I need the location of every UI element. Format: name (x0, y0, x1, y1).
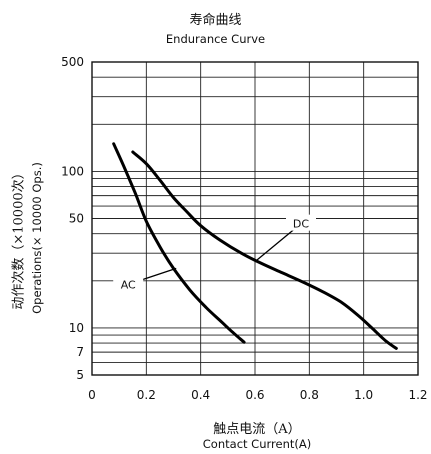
x-tick-label: 0.4 (191, 388, 210, 402)
y-tick-label: 100 (61, 164, 84, 178)
label-backdrop-ac (113, 275, 144, 292)
x-tick-label: 1.2 (408, 388, 427, 402)
chart-title-chinese: 寿命曲线 (189, 13, 242, 28)
chart-title: Endurance Curve (165, 32, 266, 46)
y-tick-label: 50 (69, 212, 84, 226)
series-label-dc: DC (293, 218, 309, 231)
series-label-ac: AC (121, 278, 136, 291)
x-tick-label: 1.0 (354, 388, 373, 402)
y-tick-label: 500 (61, 55, 84, 69)
series-line-ac (112, 142, 246, 344)
plot-frame (91, 61, 419, 376)
x-tick-label: 0.6 (245, 388, 264, 402)
x-tick-label: 0 (88, 388, 96, 402)
x-tick-label: 0.2 (137, 388, 156, 402)
grid-lines (91, 61, 419, 376)
y-tick-label: 7 (76, 345, 84, 359)
tick-labels: 5 7 10 50 100 500 0 0.2 0.4 0.6 0.8 1.0 1.2 (61, 55, 427, 402)
series-lines (112, 142, 398, 350)
x-axis-label: Contact Current(A) (202, 437, 312, 451)
y-tick-label: 10 (69, 321, 84, 335)
y-tick-label: 5 (76, 368, 84, 382)
series-line-dc (131, 150, 398, 350)
series-annotations: AC DC (113, 214, 316, 292)
label-backdrop-dc (286, 214, 316, 231)
x-axis-label-chinese: 触点电流（A） (213, 422, 301, 437)
x-tick-label: 0.8 (300, 388, 319, 402)
